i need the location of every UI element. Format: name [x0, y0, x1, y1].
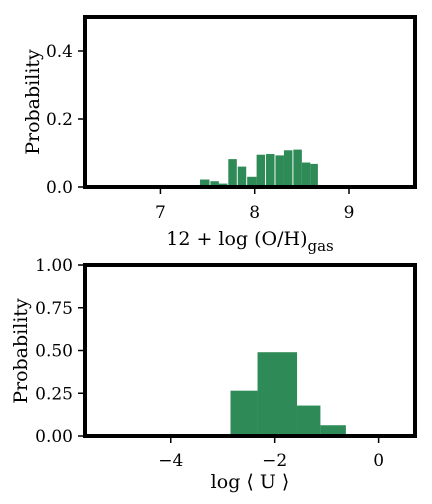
panel-1-ytick-label-1: 0.2 — [46, 110, 73, 130]
panel-2-ytick-label-3: 0.75 — [35, 299, 73, 319]
panel-1-xlabel-subscript: gas — [308, 237, 334, 255]
panel-1-xtick-label-1: 8 — [249, 203, 260, 223]
panel-2-ytick-label-1: 0.25 — [35, 384, 73, 404]
panel-2-bars — [230, 352, 346, 436]
panel-1-bar-12 — [310, 163, 318, 187]
panel-1-bar-9 — [283, 150, 293, 187]
panel-2-ytick-label-2: 0.50 — [35, 342, 73, 362]
panel-2-xtick-label-2: 0 — [373, 451, 384, 471]
panel-1-ytick-label-0: 0.0 — [46, 178, 73, 198]
panel-1-ylabel: Probability — [22, 49, 44, 155]
panel-1-xlabel: 12 + log (O/H)gas — [166, 228, 334, 255]
panel-2-ytick-label-0: 0.00 — [35, 427, 73, 447]
panel-1-xlabel-main: 12 + log (O/H) — [166, 228, 307, 250]
panel-2-bar-1 — [257, 352, 298, 436]
panel-1-bars — [200, 149, 318, 187]
panel-1-bar-1 — [210, 181, 219, 187]
panel-1-ticks: 0.0 0.2 0.4 7 8 9 — [46, 42, 354, 223]
panel-2-bar-0 — [230, 390, 258, 436]
panel-2-bar-2 — [297, 405, 321, 436]
panel-1-bar-5 — [247, 176, 257, 187]
panel-1-bar-7 — [266, 154, 275, 187]
panel-2-frame — [83, 263, 417, 438]
panel-2-ticks: 0.00 0.25 0.50 0.75 1.00 −4 −2 0 — [35, 256, 384, 471]
panel-ionization: 0.00 0.25 0.50 0.75 1.00 −4 −2 0 Probability lo… — [10, 256, 417, 493]
panel-2-xlabel: log ⟨ U ⟩ — [211, 471, 290, 493]
panel-2-xtick-label-0: −4 — [158, 451, 183, 471]
panel-1-frame — [83, 15, 417, 189]
panel-1-bar-11 — [301, 162, 311, 187]
panel-1-ytick-label-2: 0.4 — [46, 42, 73, 62]
panel-1-bar-6 — [256, 154, 266, 187]
panel-metallicity: 0.0 0.2 0.4 7 8 9 Probability 12 + log (O/H)g… — [22, 15, 417, 255]
panel-1-bar-10 — [293, 149, 302, 187]
panel-1-xtick-label-2: 9 — [344, 203, 355, 223]
panel-2-bar-3 — [320, 425, 346, 436]
panel-1-bar-3 — [228, 159, 237, 187]
panel-1-bar-0 — [200, 179, 210, 187]
panel-1-bar-8 — [275, 155, 284, 187]
panel-2-ylabel: Probability — [10, 298, 32, 404]
panel-2-xtick-label-1: −2 — [262, 451, 287, 471]
panel-1-bar-4 — [237, 166, 247, 187]
panel-1-xtick-label-0: 7 — [155, 203, 166, 223]
panel-2-ytick-label-4: 1.00 — [35, 256, 73, 276]
